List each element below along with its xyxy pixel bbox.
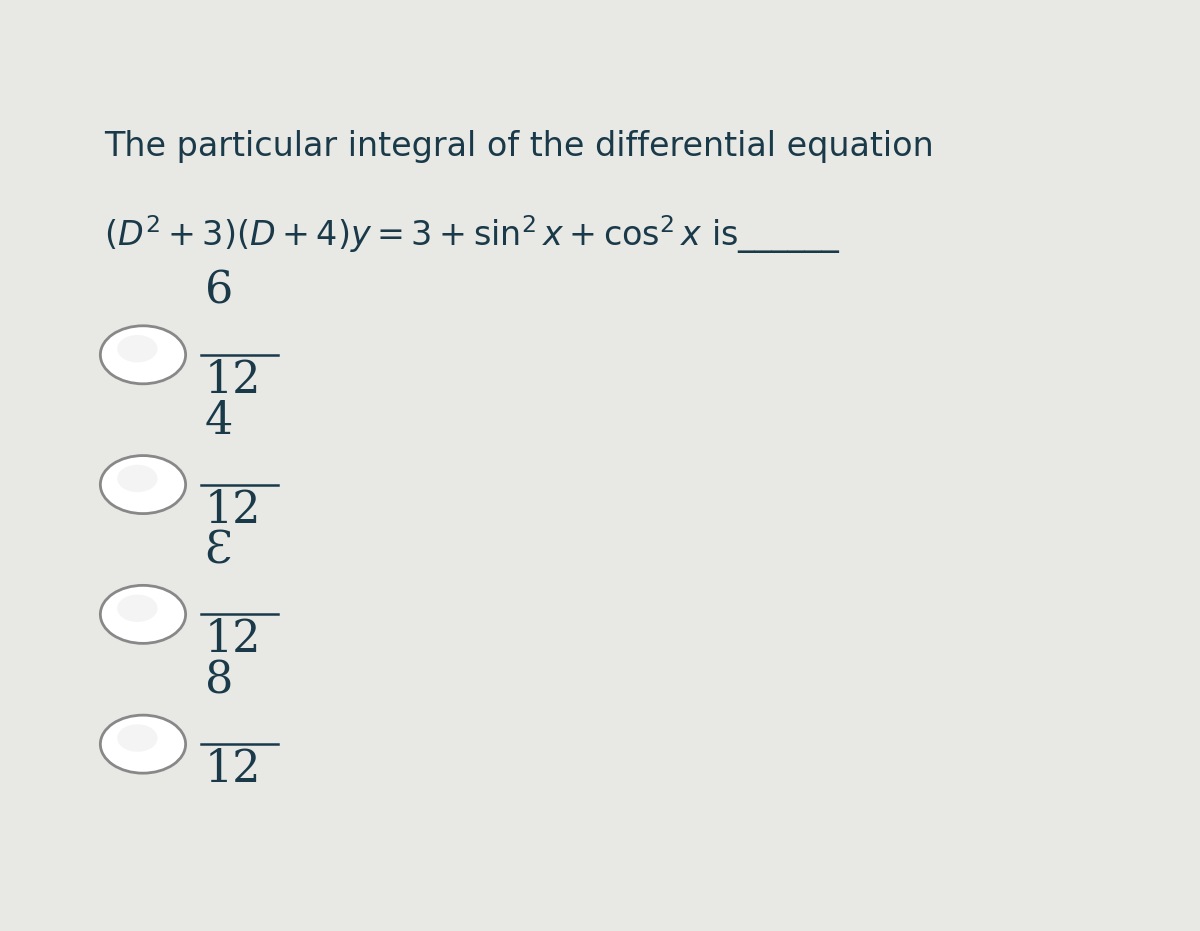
Text: 6: 6 (205, 270, 233, 313)
Text: 8: 8 (205, 659, 233, 702)
Text: 12: 12 (205, 358, 262, 402)
Circle shape (101, 715, 186, 773)
Text: The particular integral of the differential equation: The particular integral of the different… (103, 129, 934, 163)
Text: 12: 12 (205, 748, 262, 791)
Text: $(D^2 + 3)(D + 4)y = 3 + \sin^2 x + \cos^2 x$ is______: $(D^2 + 3)(D + 4)y = 3 + \sin^2 x + \cos… (103, 213, 840, 256)
Circle shape (118, 335, 157, 362)
Circle shape (118, 724, 157, 752)
Text: 12: 12 (205, 618, 262, 661)
Text: Ɛ: Ɛ (205, 529, 233, 573)
Circle shape (101, 326, 186, 384)
Circle shape (118, 595, 157, 622)
Circle shape (101, 455, 186, 514)
Text: 4: 4 (205, 399, 233, 442)
Circle shape (118, 465, 157, 492)
Text: 12: 12 (205, 489, 262, 532)
Circle shape (101, 586, 186, 643)
